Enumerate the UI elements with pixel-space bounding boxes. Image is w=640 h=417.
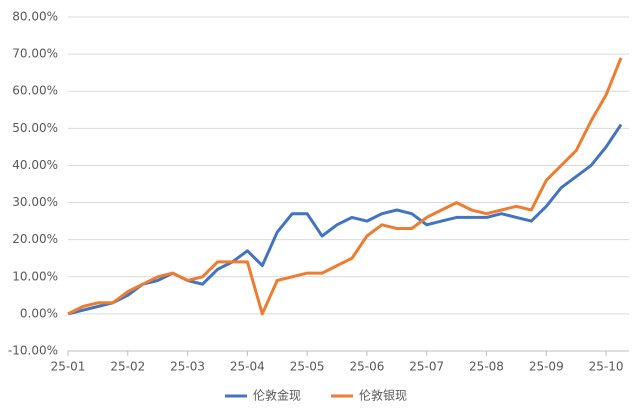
x-tick-label: 25-04 — [230, 360, 265, 374]
x-tick-label: 25-05 — [290, 360, 325, 374]
x-tick-label: 25-06 — [349, 360, 384, 374]
x-tick-label: 25-09 — [529, 360, 564, 374]
y-tick-label: 70.00% — [12, 47, 58, 61]
x-tick-label: 25-01 — [51, 360, 86, 374]
x-tick-label: 25-10 — [589, 360, 624, 374]
y-tick-label: 60.00% — [12, 84, 58, 98]
x-tick-label: 25-02 — [110, 360, 145, 374]
y-tick-label: 20.00% — [12, 232, 58, 246]
y-tick-label: -10.00% — [8, 344, 58, 358]
y-tick-label: 0.00% — [20, 306, 58, 320]
legend-label: 伦敦银现 — [359, 388, 407, 403]
y-tick-label: 40.00% — [12, 158, 58, 172]
series-line — [67, 57, 623, 316]
y-tick-label: 50.00% — [12, 121, 58, 135]
legend-label: 伦敦金现 — [253, 388, 301, 403]
x-tick-label: 25-07 — [409, 360, 444, 374]
y-tick-label: 30.00% — [12, 195, 58, 209]
y-tick-label: 80.00% — [12, 10, 58, 24]
y-tick-label: 10.00% — [12, 269, 58, 283]
series-line — [67, 123, 623, 316]
x-tick-label: 25-08 — [469, 360, 504, 374]
x-tick-label: 25-03 — [170, 360, 205, 374]
